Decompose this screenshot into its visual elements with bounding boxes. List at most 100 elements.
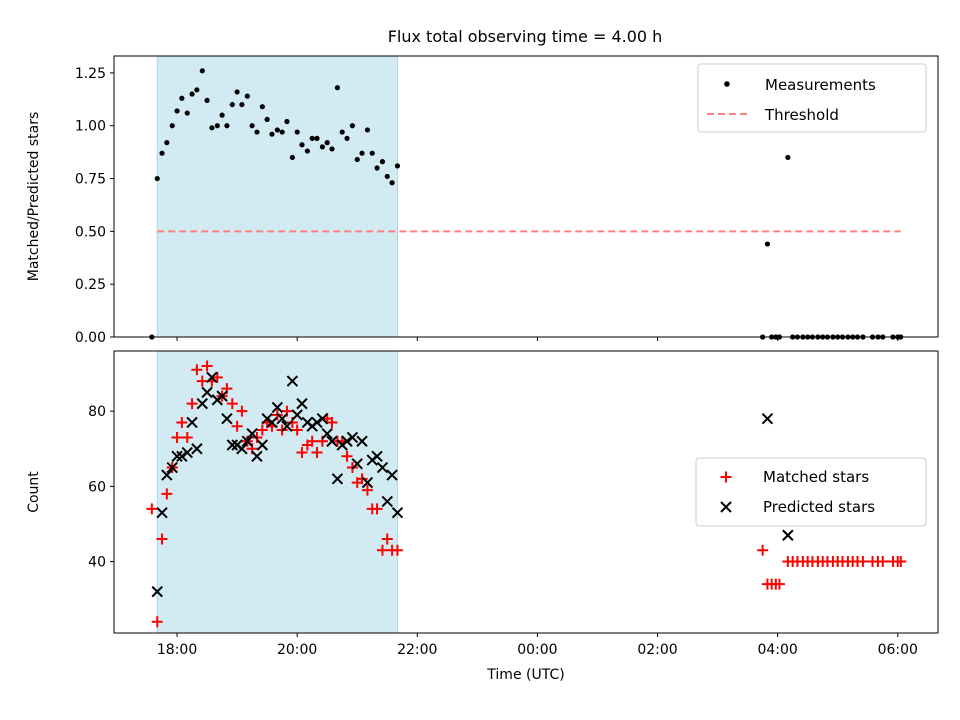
predicted-star-point — [782, 529, 794, 541]
predicted-star-point — [386, 469, 398, 481]
measurement-point — [374, 165, 380, 171]
predicted-star-point — [236, 443, 248, 455]
measurement-point — [239, 101, 245, 108]
measurement-point — [254, 129, 260, 135]
y-tick-label: 0.50 — [75, 224, 106, 240]
predicted-star-point — [291, 409, 303, 421]
legend-box — [697, 63, 927, 133]
measurement-point — [309, 135, 315, 141]
measurement-point — [194, 87, 200, 93]
measurement-point — [159, 150, 165, 156]
legend-label-matched: Matched stars — [763, 468, 869, 486]
measurement-point — [369, 150, 375, 156]
measurement-point — [184, 110, 190, 116]
matched-star-point — [201, 360, 213, 372]
matched-star-point — [311, 447, 323, 459]
measurement-point — [785, 154, 791, 161]
predicted-star-point — [271, 401, 284, 414]
predicted-star-point — [166, 461, 178, 474]
predicted-star-point — [371, 450, 383, 462]
y-tick-label: 1.25 — [75, 66, 106, 82]
predicted-star-point — [316, 412, 329, 425]
measurement-point — [219, 112, 225, 118]
matched-star-point — [181, 431, 193, 443]
predicted-star-point — [196, 397, 208, 410]
measurement-point — [274, 127, 280, 133]
x-tick-label: 00:00 — [517, 642, 557, 658]
matched-star-point — [381, 533, 393, 545]
legend-label-predicted: Predicted stars — [763, 498, 875, 516]
measurement-point — [279, 129, 285, 135]
measurement-point — [384, 173, 390, 180]
measurement-point — [294, 129, 300, 135]
predicted-star-point — [151, 585, 163, 598]
measurement-point — [229, 101, 235, 108]
matched-star-point — [291, 424, 303, 436]
predicted-star-point — [171, 450, 183, 462]
y-tick-label: 40 — [88, 555, 106, 571]
measurement-point — [164, 140, 170, 146]
y-tick-label: 0.75 — [75, 172, 106, 188]
measurement-point — [214, 123, 220, 129]
predicted-star-point — [376, 461, 389, 474]
matched-star-point — [296, 447, 308, 459]
measurement-point — [354, 156, 360, 163]
ratio-panel: 0.00 0.25 0.50 0.75 1.00 1.25 Matched/Predicte… — [26, 55, 939, 346]
y-axis-label: Matched/Predicted stars — [26, 112, 42, 282]
measurement-point — [169, 123, 175, 129]
matched-star-point — [376, 544, 388, 556]
matched-star-point — [341, 450, 353, 462]
matched-star-point — [186, 398, 198, 410]
x-tick-label: 20:00 — [277, 642, 317, 658]
y-axis-label: Count — [26, 471, 42, 513]
predicted-star-point — [251, 450, 263, 462]
measurement-point — [329, 146, 335, 152]
matched-star-point — [757, 544, 769, 556]
matched-star-point — [857, 556, 869, 568]
matched-star-point — [156, 533, 168, 545]
predicted-star-point — [381, 495, 393, 508]
matched-star-point — [171, 431, 183, 443]
x-axis-label: Time (UTC) — [486, 667, 564, 683]
predicted-star-point — [326, 435, 338, 447]
y-tick-label: 0.25 — [75, 277, 106, 293]
measurement-point — [764, 241, 771, 247]
measurement-point — [244, 93, 250, 99]
measurement-point — [349, 123, 356, 129]
measurement-point — [204, 97, 210, 103]
matched-star-point — [361, 484, 373, 496]
measurement-point — [359, 150, 365, 156]
measurement-point — [304, 148, 310, 154]
matched-star-point — [236, 405, 248, 417]
measurement-point — [284, 118, 290, 125]
y-tick-label: 0.00 — [75, 330, 106, 346]
matched-star-point — [196, 375, 208, 387]
predicted-star-point — [226, 439, 239, 451]
matched-star-point — [226, 398, 238, 410]
predicted-star-point — [241, 435, 254, 447]
predicted-star-point — [176, 450, 188, 462]
predicted-star-point — [346, 431, 359, 444]
measurement-point — [379, 159, 386, 165]
matched-star-point — [176, 416, 188, 428]
matched-star-point — [306, 435, 318, 447]
predicted-star-point — [186, 416, 198, 429]
count-panel: 18:00 20:00 22:00 00:00 02:00 04:00 06:00 40 60 8… — [26, 350, 939, 683]
predicted-star-point — [206, 371, 218, 384]
matched-star-point — [256, 424, 268, 436]
y-tick-label: 1.00 — [75, 119, 106, 135]
legend-marker-predicted — [720, 501, 732, 513]
matched-star-point — [161, 488, 173, 500]
predicted-star-point — [356, 435, 368, 447]
predicted-star-point — [221, 412, 233, 425]
predicted-star-point — [161, 469, 173, 481]
predicted-star-point — [216, 390, 228, 402]
measurement-point — [364, 127, 371, 133]
legend-marker-matched — [720, 471, 732, 483]
measurement-point — [324, 140, 330, 146]
measurement-point — [389, 180, 395, 186]
measurement-point — [299, 142, 305, 148]
measurement-point — [334, 85, 341, 91]
measurement-point — [319, 144, 326, 150]
matched-star-point — [356, 473, 368, 485]
